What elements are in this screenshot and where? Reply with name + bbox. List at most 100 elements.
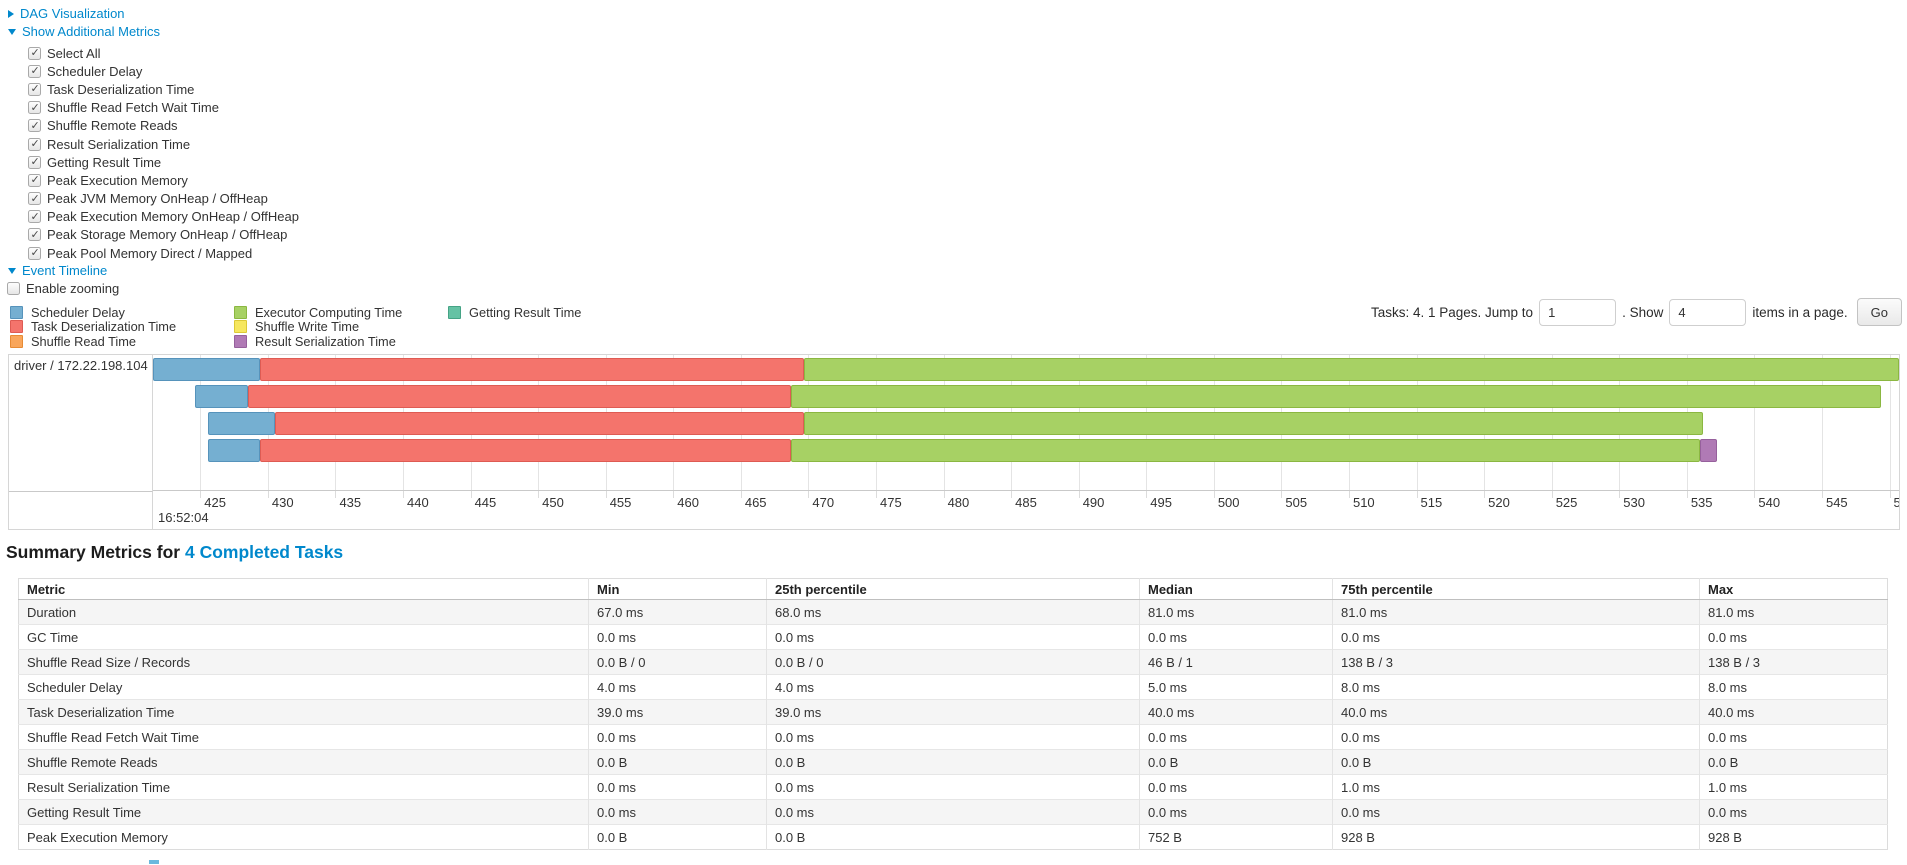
metric-value-cell: 0.0 B [766,749,1140,775]
legend-item-scheduler-delay: Scheduler Delay [10,305,206,320]
checkbox-checked-icon[interactable] [28,155,41,169]
metric-value-cell: 0.0 ms [588,799,767,825]
axis-tick-label: 455 [609,495,632,510]
jump-to-page-input[interactable] [1539,298,1617,326]
enable-zooming-option[interactable]: Enable zooming [7,281,119,296]
task-1-segment-executor-computing[interactable] [790,385,1882,408]
metric-option-getting-result-time[interactable]: Getting Result Time [28,153,299,171]
metric-name-cell: Shuffle Read Fetch Wait Time [18,724,589,750]
metric-option-shuffle-remote-reads[interactable]: Shuffle Remote Reads [28,117,299,135]
task-3-segment-scheduler-delay[interactable] [208,439,260,462]
show-additional-metrics-link[interactable]: Show Additional Metrics [22,24,161,39]
metric-value-cell: 138 B / 3 [1332,649,1700,675]
summary-metrics-title: Summary Metrics for 4 Completed Tasks [6,542,343,563]
summary-table-header: Metric Min 25th percentile Median 75th perce… [18,578,1888,600]
task-2-segment-task-deserialization[interactable] [274,412,805,435]
axis-tick [740,491,742,498]
metric-option-task-deserialization-time[interactable]: Task Deserialization Time [28,80,299,98]
metric-option-result-serialization-time[interactable]: Result Serialization Time [28,135,299,153]
axis-tick-label: 425 [204,495,226,510]
enable-zooming-label: Enable zooming [26,281,120,296]
legend-label: Result Serialization Time [255,333,396,349]
gridline [1821,355,1823,491]
metric-value-cell: 0.0 ms [588,624,767,650]
checkbox-checked-icon[interactable] [28,137,41,151]
metric-value-cell: 138 B / 3 [1699,649,1888,675]
dag-visualization-link[interactable]: DAG Visualization [20,6,125,21]
gridline [1889,355,1891,491]
expanded-arrow-icon [8,28,16,35]
table-row-getting-result-time: Getting Result Time 0.0 ms 0.0 ms 0.0 ms 0.0… [18,799,1888,825]
metric-option-scheduler-delay[interactable]: Scheduler Delay [28,62,299,80]
checkbox-checked-icon[interactable] [28,246,41,260]
checkbox-checked-icon[interactable] [28,82,41,96]
table-row-scheduler-delay: Scheduler Delay 4.0 ms 4.0 ms 5.0 ms 8.0 ms 8… [18,674,1888,700]
metric-value-cell: 0.0 ms [1699,624,1888,650]
show-additional-metrics-toggle[interactable]: Show Additional Metrics [8,24,160,39]
legend-label: Shuffle Read Time [31,333,137,349]
metric-option-peak-execution-memory[interactable]: Peak Execution Memory [28,171,299,189]
task-0-segment-task-deserialization[interactable] [259,358,805,381]
completed-tasks-link[interactable]: 4 Completed Tasks [184,542,344,562]
task-3-segment-result-serialization[interactable] [1700,439,1717,462]
task-2-segment-executor-computing[interactable] [804,412,1704,435]
metric-option-peak-jvm-memory-onheap-offheap[interactable]: Peak JVM Memory OnHeap / OffHeap [28,190,299,208]
table-row-result-serialization-time: Result Serialization Time 0.0 ms 0.0 ms 0.0… [18,774,1888,800]
task-3-segment-executor-computing[interactable] [790,439,1701,462]
checkbox-checked-icon[interactable] [28,210,41,224]
metric-value-cell: 0.0 ms [1332,799,1700,825]
metric-value-cell: 0.0 B [1139,749,1333,775]
checkbox-checked-icon[interactable] [28,173,41,187]
metric-value-cell: 46 B / 1 [1139,649,1333,675]
go-button[interactable]: Go [1856,298,1902,326]
metric-value-cell: 40.0 ms [1332,699,1700,725]
task-3-segment-task-deserialization[interactable] [259,439,791,462]
executor-row-label: driver / 172.22.198.104 [9,355,153,491]
task-0-segment-scheduler-delay[interactable] [153,358,260,381]
checkbox-checked-icon[interactable] [28,64,41,78]
items-per-page-input[interactable] [1669,298,1747,326]
axis-tick-label: 445 [474,495,497,510]
metric-option-peak-execution-memory-onheap-offheap[interactable]: Peak Execution Memory OnHeap / OffHeap [28,208,299,226]
task-2-segment-scheduler-delay[interactable] [208,412,275,435]
metric-value-cell: 4.0 ms [766,674,1140,700]
checkbox-checked-icon[interactable] [28,192,41,206]
summary-metrics-table: Metric Min 25th percentile Median 75th perce… [18,578,1888,850]
table-row-task-deserialization-time: Task Deserialization Time 39.0 ms 39.0 ms 4… [18,699,1888,725]
metric-value-cell: 8.0 ms [1332,674,1700,700]
task-0-segment-executor-computing[interactable] [804,358,1899,381]
checkbox-checked-icon[interactable] [28,119,41,133]
getting-result-color-swatch-icon [448,305,461,319]
checkbox-checked-icon[interactable] [28,46,41,60]
axis-tick-label: 540 [1758,495,1781,510]
metric-value-cell: 40.0 ms [1139,699,1333,725]
result-serialization-color-swatch-icon [234,334,247,348]
legend-item-shuffle-read: Shuffle Read Time [10,334,206,349]
task-1-segment-scheduler-delay[interactable] [194,385,248,408]
event-timeline-chart: driver / 172.22.198.104 16:52:04 425 430 4… [8,354,1900,530]
axis-tick [1213,491,1215,498]
axis-tick [1011,491,1013,498]
metric-value-cell: 0.0 ms [766,799,1140,825]
axis-tick [1348,491,1350,498]
checkbox-checked-icon[interactable] [28,101,41,115]
expanded-arrow-icon [8,267,16,274]
metric-option-select-all[interactable]: Select All [28,44,299,62]
event-timeline-toggle[interactable]: Event Timeline [8,263,107,278]
event-timeline-link[interactable]: Event Timeline [22,263,108,278]
metric-option-label: Peak Pool Memory Direct / Mapped [47,245,253,261]
metric-value-cell: 0.0 B [766,824,1140,850]
checkbox-unchecked-icon[interactable] [7,282,20,295]
dag-visualization-toggle[interactable]: DAG Visualization [8,6,125,21]
metric-option-label: Select All [47,45,101,61]
metric-option-peak-pool-memory-direct-mapped[interactable]: Peak Pool Memory Direct / Mapped [28,244,299,262]
legend-label: Executor Computing Time [255,304,403,320]
metric-value-cell: 39.0 ms [766,699,1140,725]
axis-tick [538,491,540,498]
checkbox-checked-icon[interactable] [28,228,41,242]
axis-label-column [9,491,153,529]
task-1-segment-task-deserialization[interactable] [247,385,791,408]
metric-option-peak-storage-memory-onheap-offheap[interactable]: Peak Storage Memory OnHeap / OffHeap [28,226,299,244]
metric-value-cell: 5.0 ms [1139,674,1333,700]
metric-option-shuffle-read-fetch-wait-time[interactable]: Shuffle Read Fetch Wait Time [28,99,299,117]
